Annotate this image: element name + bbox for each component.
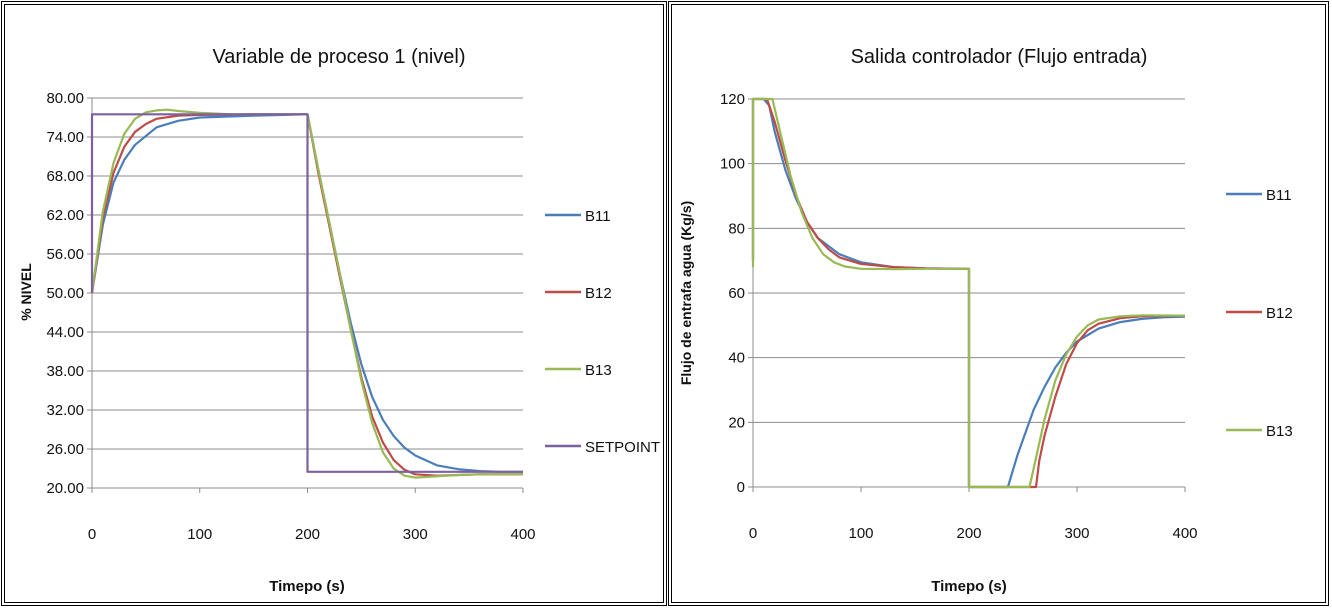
x-tick-label: 300 <box>403 526 428 543</box>
x-axis-label: Timepo (s) <box>269 578 345 595</box>
y-axis-label: % NIVEL <box>18 263 34 321</box>
y-tick-label: 40 <box>728 350 745 367</box>
x-tick-label: 300 <box>1064 525 1089 542</box>
y-tick-label: 100 <box>720 156 745 173</box>
legend-label: B12 <box>1266 305 1293 322</box>
x-tick-label: 400 <box>510 526 535 543</box>
chart-title: Variable de proceso 1 (nivel) <box>212 46 465 68</box>
legend-label: B13 <box>585 362 612 379</box>
x-tick-label: 200 <box>295 526 320 543</box>
y-tick-label: 68.00 <box>46 168 84 185</box>
series-line-setpoint <box>90 113 523 473</box>
legend-label: B12 <box>585 285 612 302</box>
y-tick-label: 50.00 <box>46 285 84 302</box>
x-axis-label: Timepo (s) <box>931 578 1007 595</box>
chart-panel-level: Variable de proceso 1 (nivel) Timepo (s)… <box>1 1 667 606</box>
y-tick-label: 20 <box>728 414 745 431</box>
y-tick-label: 80.00 <box>46 90 84 107</box>
x-tick-label: 100 <box>187 526 212 543</box>
y-tick-label: 26.00 <box>46 441 84 458</box>
x-tick-label: 400 <box>1172 525 1197 542</box>
x-tick-label: 0 <box>88 526 96 543</box>
y-tick-label: 62.00 <box>46 207 84 224</box>
controller-chart: Salida controlador (Flujo entrada) Timep… <box>678 46 1293 595</box>
y-tick-label: 120 <box>720 91 745 108</box>
x-tick-label: 100 <box>848 525 873 542</box>
y-tick-label: 0 <box>737 479 745 496</box>
y-tick-label: 44.00 <box>46 324 84 341</box>
y-tick-label: 80 <box>728 220 745 237</box>
y-tick-label: 60 <box>728 285 745 302</box>
series-line-b13 <box>90 108 523 479</box>
series-line-b13 <box>751 97 1186 489</box>
legend-label: SETPOINT <box>585 439 660 456</box>
chart-title: Salida controlador (Flujo entrada) <box>851 46 1148 68</box>
y-tick-label: 20.00 <box>46 480 84 497</box>
x-tick-label: 200 <box>956 525 981 542</box>
y-axis-label: Flujo de entrafa agua (Kg/s) <box>678 201 694 385</box>
y-tick-label: 56.00 <box>46 246 84 263</box>
x-tick-label: 0 <box>749 525 757 542</box>
level-chart: Variable de proceso 1 (nivel) Timepo (s)… <box>18 46 660 595</box>
chart-panel-controller: Salida controlador (Flujo entrada) Timep… <box>668 1 1329 606</box>
legend-label: B13 <box>1266 423 1293 440</box>
y-tick-label: 74.00 <box>46 129 84 146</box>
legend-label: B11 <box>1266 187 1292 204</box>
y-tick-label: 32.00 <box>46 402 84 419</box>
legend-label: B11 <box>585 208 611 225</box>
y-tick-label: 38.00 <box>46 363 84 380</box>
